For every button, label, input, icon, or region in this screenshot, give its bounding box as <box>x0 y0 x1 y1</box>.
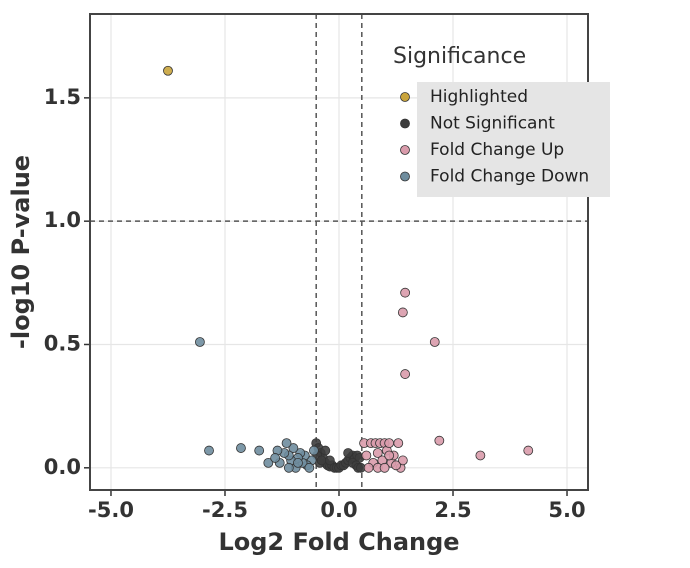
point <box>391 460 401 471</box>
point <box>281 438 292 449</box>
point <box>236 443 246 453</box>
x-axis-title: Log2 Fold Change <box>218 528 459 556</box>
legend-marker <box>400 145 410 155</box>
point <box>195 337 205 347</box>
x-tick-label: 0.0 <box>320 498 357 522</box>
legend: Significance Highlighted Not Significant Fo… <box>393 44 610 197</box>
legend-label: Highlighted <box>430 87 528 107</box>
point <box>384 450 395 461</box>
point <box>270 453 281 463</box>
point <box>263 457 274 468</box>
x-tick-label: -2.5 <box>202 498 248 522</box>
x-tick-label: 2.5 <box>434 498 471 522</box>
point <box>397 455 408 466</box>
point <box>324 455 335 466</box>
point <box>363 462 374 473</box>
plot-border <box>89 13 589 491</box>
point <box>397 307 408 318</box>
y-tick-label: 1.0 <box>44 208 81 232</box>
point <box>343 448 354 458</box>
point <box>293 457 303 468</box>
point <box>361 450 372 461</box>
point <box>288 443 299 453</box>
point <box>309 445 319 456</box>
point <box>379 462 390 473</box>
point <box>429 337 440 347</box>
x-tick-label: -5.0 <box>88 498 134 522</box>
y-tick-label: 0.0 <box>44 455 81 479</box>
legend-box <box>417 82 610 197</box>
point <box>163 65 173 76</box>
point <box>283 462 294 473</box>
legend-label: Fold Change Up <box>430 140 564 160</box>
legend-label: Fold Change Down <box>430 167 589 187</box>
legend-marker <box>400 118 410 129</box>
point <box>434 435 445 446</box>
point <box>254 445 265 456</box>
point <box>475 450 486 461</box>
point <box>400 287 411 298</box>
point <box>372 448 383 458</box>
y-tick-label: 0.5 <box>44 331 81 355</box>
y-tick-label: 1.5 <box>44 85 81 109</box>
point <box>400 369 411 379</box>
legend-title: Significance <box>393 44 526 69</box>
point <box>316 455 327 466</box>
point <box>320 445 331 456</box>
point <box>384 438 395 449</box>
point <box>523 445 534 456</box>
legend-marker <box>400 171 410 182</box>
point <box>304 462 315 473</box>
legend-label: Not Significant <box>430 114 555 134</box>
point <box>204 445 214 456</box>
y-axis-title: -log10 P-value <box>7 155 35 349</box>
legend-marker <box>400 92 410 102</box>
point <box>393 438 404 449</box>
x-tick-label: 5.0 <box>548 498 585 522</box>
